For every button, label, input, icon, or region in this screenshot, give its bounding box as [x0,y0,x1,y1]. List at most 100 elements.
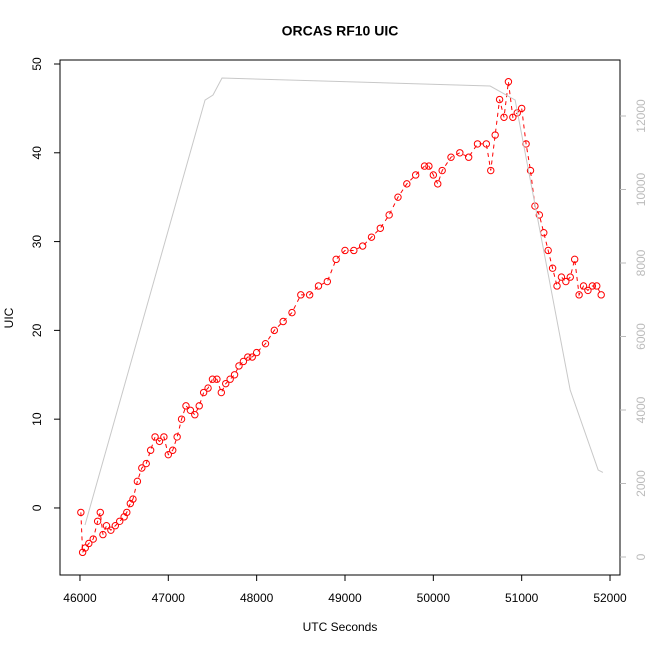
data-point [491,131,499,139]
x-tick-label: 51000 [505,591,539,605]
y2-tick-label: 6000 [634,323,648,350]
data-point [116,517,124,525]
plot-box [59,59,621,576]
data-point [358,242,367,250]
data-point [403,180,411,188]
data-point [584,286,592,295]
data-point [89,535,97,543]
data-point [482,140,491,148]
data-point [77,508,85,517]
data-point [464,153,473,161]
y2-tick-label: 10000 [634,172,648,206]
data-point [394,193,402,201]
y2-tick-label: 0 [634,553,648,560]
data-point [575,291,583,299]
data-point [173,433,181,441]
y-tick-label: 40 [30,146,44,160]
x-tick-label: 49000 [328,591,362,605]
data-point [182,402,190,410]
data-point [217,388,226,397]
data-point [186,406,195,414]
data-point [81,544,89,552]
data-point [93,517,102,525]
data-point [305,291,314,299]
data-point [434,180,442,188]
data-point [222,379,230,388]
data-point [473,140,482,148]
data-point [504,78,513,86]
data-point [261,339,270,348]
data-point [146,446,155,454]
data-point [526,166,535,175]
data-point [244,353,252,361]
data-point [123,508,131,517]
y-tick-label: 10 [30,412,44,426]
data-point [297,291,305,299]
data-point [204,384,212,392]
x-tick-label: 48000 [240,591,274,605]
y-tick-label: 30 [30,235,44,249]
data-point [487,166,495,175]
data-point [544,246,552,255]
data-point [111,522,120,530]
data-point [420,162,429,170]
data-point [570,255,579,264]
data-point [133,477,142,486]
data-point [191,411,199,419]
x-tick-label: 50000 [417,591,451,605]
data-point [588,282,597,290]
data-point [540,229,548,237]
chart-title: ORCAS RF10 UIC [282,23,399,39]
data-point [230,371,239,379]
data-point [323,277,332,286]
data-point [177,415,186,423]
data-point [522,140,530,148]
series-line [84,77,604,526]
x-tick-label: 47000 [152,591,186,605]
y2-tick-label: 8000 [634,249,648,276]
data-point [235,362,243,370]
data-point [248,353,256,361]
data-point [593,282,601,290]
data-point [517,104,526,113]
data-point [252,348,261,357]
x-tick-label: 52000 [593,591,627,605]
data-point [597,291,605,299]
data-point [195,402,203,410]
data-point [85,539,93,548]
y2-tick-label: 4000 [634,396,648,423]
data-point [107,526,115,534]
data-point [562,277,570,286]
x-tick-label: 46000 [63,591,97,605]
data-point [102,522,111,530]
x-axis-label: UTC Seconds [303,620,378,634]
data-point [142,459,150,468]
data-point [208,375,217,383]
data-point [535,211,544,219]
data-point [495,95,504,104]
data-point [500,113,508,121]
data-point [138,464,146,472]
data-point [456,149,464,157]
y2-tick-label: 12000 [634,99,648,133]
y-tick-label: 50 [30,57,44,71]
data-point [509,113,517,121]
data-point [160,433,168,441]
data-point [288,308,296,317]
data-point [213,375,221,383]
data-point [96,508,104,517]
data-point [279,317,287,326]
y-tick-label: 20 [30,323,44,337]
data-point [155,437,164,446]
data-point [239,357,248,366]
data-point [226,375,234,383]
data-point [341,246,349,255]
data-point [548,264,557,272]
data-point [350,246,358,255]
y-axis-label: UIC [2,307,16,328]
y-tick-label: 0 [30,504,44,511]
data-point [164,450,173,459]
data-point [199,388,208,397]
data-point [270,326,279,335]
